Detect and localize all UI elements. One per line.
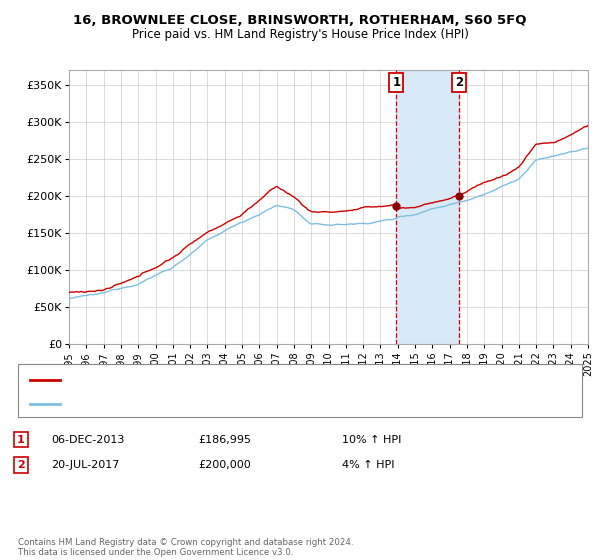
Text: 06-DEC-2013: 06-DEC-2013 xyxy=(51,435,124,445)
Text: £186,995: £186,995 xyxy=(198,435,251,445)
Text: Contains HM Land Registry data © Crown copyright and database right 2024.
This d: Contains HM Land Registry data © Crown c… xyxy=(18,538,353,557)
Text: 16, BROWNLEE CLOSE, BRINSWORTH, ROTHERHAM, S60 5FQ (detached house): 16, BROWNLEE CLOSE, BRINSWORTH, ROTHERHA… xyxy=(66,375,478,385)
Text: £200,000: £200,000 xyxy=(198,460,251,470)
Bar xyxy=(397,70,459,344)
Text: 20-JUL-2017: 20-JUL-2017 xyxy=(51,460,119,470)
Text: 10% ↑ HPI: 10% ↑ HPI xyxy=(342,435,401,445)
Text: 1: 1 xyxy=(17,435,25,445)
Text: HPI: Average price, detached house, Rotherham: HPI: Average price, detached house, Roth… xyxy=(66,399,316,409)
Text: 2: 2 xyxy=(17,460,25,470)
Text: 1: 1 xyxy=(392,76,400,89)
Text: 16, BROWNLEE CLOSE, BRINSWORTH, ROTHERHAM, S60 5FQ: 16, BROWNLEE CLOSE, BRINSWORTH, ROTHERHA… xyxy=(73,14,527,27)
Text: 2: 2 xyxy=(455,76,463,89)
Text: 4% ↑ HPI: 4% ↑ HPI xyxy=(342,460,395,470)
Text: Price paid vs. HM Land Registry's House Price Index (HPI): Price paid vs. HM Land Registry's House … xyxy=(131,28,469,41)
